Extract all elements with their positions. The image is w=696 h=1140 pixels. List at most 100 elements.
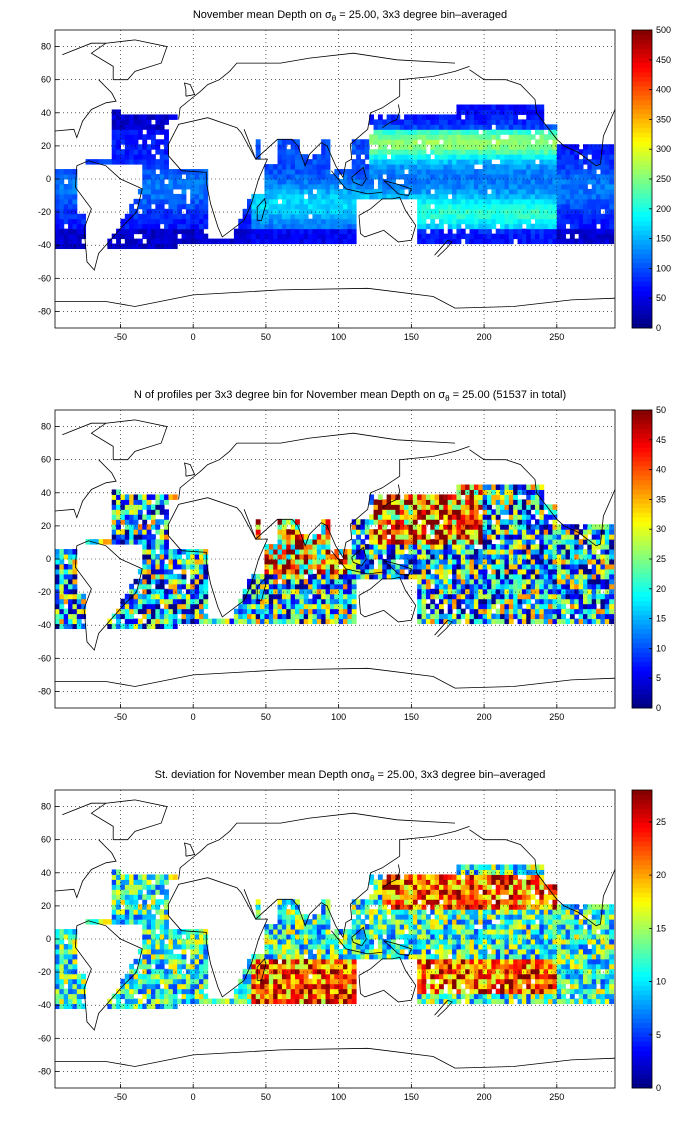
- heatmap-cell: [360, 174, 366, 180]
- heatmap-cell: [574, 193, 580, 200]
- heatmap-cell: [552, 164, 558, 170]
- heatmap-cell: [164, 509, 169, 515]
- heatmap-cell: [417, 554, 423, 560]
- heatmap-cell: [68, 179, 73, 185]
- heatmap-cell: [321, 608, 327, 615]
- heatmap-cell: [334, 593, 340, 600]
- heatmap-cell: [443, 613, 449, 620]
- heatmap-cell: [295, 208, 300, 215]
- heatmap-cell: [233, 238, 239, 245]
- heatmap-cell: [500, 124, 505, 130]
- heatmap-cell: [556, 544, 562, 550]
- heatmap-cell: [535, 119, 540, 125]
- heatmap-cell: [199, 608, 204, 615]
- heatmap-cell: [303, 618, 309, 625]
- heatmap-cell: [129, 993, 135, 1000]
- heatmap-cell: [364, 534, 370, 540]
- heatmap-cell: [146, 603, 152, 610]
- heatmap-cell: [120, 243, 126, 250]
- heatmap-cell: [404, 149, 409, 155]
- heatmap-cell: [465, 534, 471, 540]
- heatmap-cell: [190, 174, 196, 180]
- heatmap-cell: [55, 613, 60, 620]
- heatmap-cell: [68, 603, 73, 610]
- heatmap-cell: [277, 203, 283, 210]
- colorbar-segment: [632, 545, 652, 551]
- heatmap-cell: [137, 243, 143, 250]
- heatmap-cell: [513, 228, 519, 235]
- heatmap-cell: [286, 544, 292, 550]
- heatmap-cell: [185, 588, 191, 595]
- heatmap-cell: [495, 563, 501, 570]
- heatmap-cell: [517, 164, 523, 170]
- heatmap-cell: [508, 109, 514, 115]
- heatmap-cell: [142, 139, 148, 145]
- heatmap-cell: [421, 139, 427, 145]
- heatmap-cell: [530, 618, 536, 625]
- heatmap-cell: [373, 159, 379, 165]
- heatmap-cell: [556, 524, 562, 530]
- colorbar-segment: [632, 694, 652, 700]
- heatmap-cell: [604, 583, 610, 590]
- heatmap-cell: [434, 179, 440, 185]
- heatmap-cell: [565, 188, 571, 195]
- heatmap-cell: [386, 159, 392, 165]
- heatmap-cell: [146, 583, 152, 590]
- heatmap-cell: [491, 509, 497, 515]
- heatmap-cell: [482, 139, 488, 145]
- heatmap-cell: [377, 563, 383, 570]
- heatmap-cell: [460, 529, 466, 535]
- heatmap-cell: [137, 188, 143, 195]
- heatmap-cell: [172, 218, 178, 225]
- heatmap-cell: [500, 539, 505, 545]
- heatmap-cell: [334, 578, 340, 585]
- heatmap-cell: [303, 159, 309, 165]
- heatmap-cell: [151, 568, 156, 575]
- heatmap-cell: [159, 608, 165, 615]
- heatmap-cell: [552, 238, 558, 245]
- heatmap-cell: [194, 198, 200, 205]
- heatmap-cell: [151, 504, 156, 510]
- heatmap-cell: [181, 549, 187, 555]
- heatmap-cell: [120, 988, 126, 995]
- heatmap-cell: [247, 213, 252, 220]
- heatmap-cell: [517, 228, 523, 235]
- heatmap-cell: [591, 208, 597, 215]
- heatmap-cell: [447, 164, 453, 170]
- heatmap-cell: [482, 578, 488, 585]
- heatmap-cell: [55, 179, 60, 185]
- heatmap-cell: [530, 169, 536, 175]
- heatmap-cell: [329, 188, 335, 195]
- heatmap-cell: [521, 154, 527, 160]
- heatmap-cell: [487, 208, 492, 215]
- heatmap-cell: [500, 218, 505, 225]
- heatmap-cell: [242, 223, 248, 230]
- heatmap-cell: [591, 233, 597, 240]
- heatmap-cell: [194, 174, 200, 180]
- heatmap-cell: [164, 578, 169, 585]
- heatmap-cell: [430, 238, 436, 245]
- heatmap-cell: [408, 159, 414, 165]
- heatmap-cell: [55, 993, 60, 1000]
- heatmap-cell: [116, 884, 121, 890]
- heatmap-cell: [76, 228, 82, 235]
- heatmap-cell: [487, 139, 492, 145]
- heatmap-cell: [500, 119, 505, 125]
- heatmap-cell: [408, 114, 414, 120]
- heatmap-cell: [508, 598, 514, 605]
- heatmap-cell: [251, 223, 257, 230]
- colorbar-segment: [632, 141, 652, 147]
- heatmap-cell: [587, 554, 593, 560]
- colorbar-segment: [632, 146, 652, 152]
- heatmap-cell: [177, 203, 183, 210]
- heatmap-cell: [329, 559, 335, 565]
- heatmap-cell: [609, 218, 615, 225]
- heatmap-cell: [543, 174, 549, 180]
- heatmap-cell: [404, 499, 409, 505]
- heatmap-cell: [129, 588, 135, 595]
- heatmap-cell: [164, 544, 169, 550]
- heatmap-cell: [63, 593, 69, 600]
- heatmap-cell: [478, 208, 484, 215]
- heatmap-cell: [574, 154, 580, 160]
- heatmap-cell: [325, 188, 331, 195]
